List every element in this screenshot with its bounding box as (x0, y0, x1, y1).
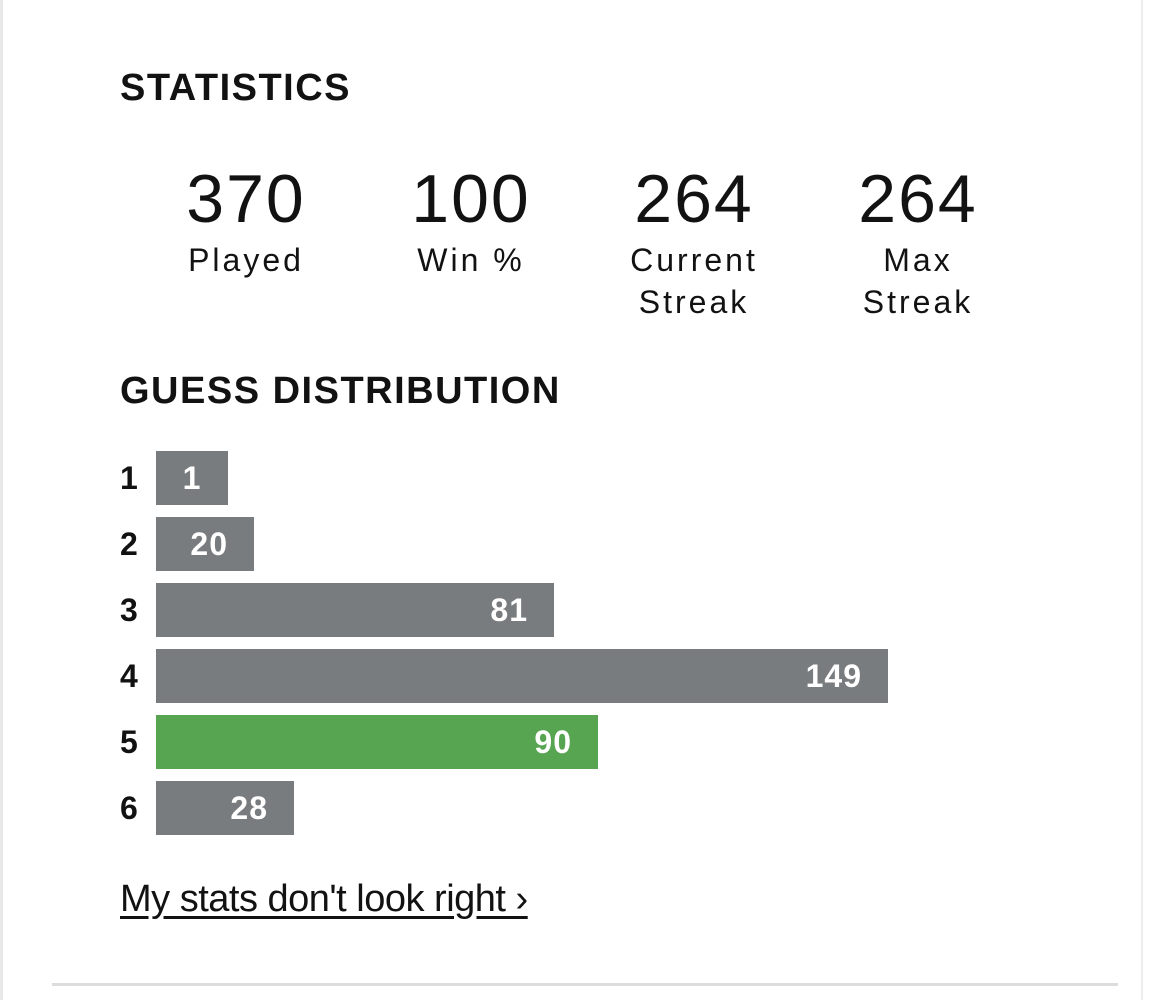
guess-bar: 1 (156, 451, 228, 505)
stat-current-streak-label: Current Streak (630, 242, 758, 320)
stat-played-value: 370 (186, 161, 306, 237)
stat-current-streak: 264 Current Streak (584, 163, 804, 323)
stat-win-percent-label: Win % (417, 242, 525, 278)
stat-win-percent-value: 100 (411, 161, 531, 237)
statistics-heading: STATISTICS (120, 67, 352, 109)
guess-number: 1 (120, 460, 138, 496)
stat-current-streak-value: 264 (634, 161, 754, 237)
guess-bar: 20 (156, 517, 254, 571)
guess-number: 6 (120, 790, 138, 826)
guess-bar: 90 (156, 715, 598, 769)
guess-number: 5 (120, 724, 138, 760)
guess-count: 28 (230, 790, 268, 826)
guess-row-4: 4 149 (120, 649, 1020, 703)
stat-max-streak-value: 264 (858, 161, 978, 237)
guess-row-5: 5 90 (120, 715, 1020, 769)
guess-number: 2 (120, 526, 138, 562)
stat-played: 370 Played (136, 163, 356, 281)
guess-number: 3 (120, 592, 138, 628)
stats-incorrect-link[interactable]: My stats don't look right › (120, 878, 528, 920)
stat-played-label: Played (188, 242, 304, 278)
guess-bar: 81 (156, 583, 554, 637)
guess-distribution-heading: GUESS DISTRIBUTION (120, 370, 561, 412)
left-divider (0, 0, 3, 1000)
stat-win-percent: 100 Win % (361, 163, 581, 281)
guess-count: 1 (182, 460, 202, 496)
right-divider (1141, 0, 1143, 1000)
guess-count: 81 (490, 592, 528, 628)
guess-row-6: 6 28 (120, 781, 1020, 835)
guess-row-3: 3 81 (120, 583, 1020, 637)
guess-row-2: 2 20 (120, 517, 1020, 571)
bottom-divider (52, 983, 1118, 986)
guess-count: 149 (805, 658, 862, 694)
guess-count: 90 (534, 724, 572, 760)
guess-count: 20 (190, 526, 228, 562)
guess-bar: 149 (156, 649, 888, 703)
guess-bar: 28 (156, 781, 294, 835)
stat-max-streak: 264 Max Streak (808, 163, 1028, 323)
stat-max-streak-label: Max Streak (862, 242, 974, 320)
guess-number: 4 (120, 658, 138, 694)
